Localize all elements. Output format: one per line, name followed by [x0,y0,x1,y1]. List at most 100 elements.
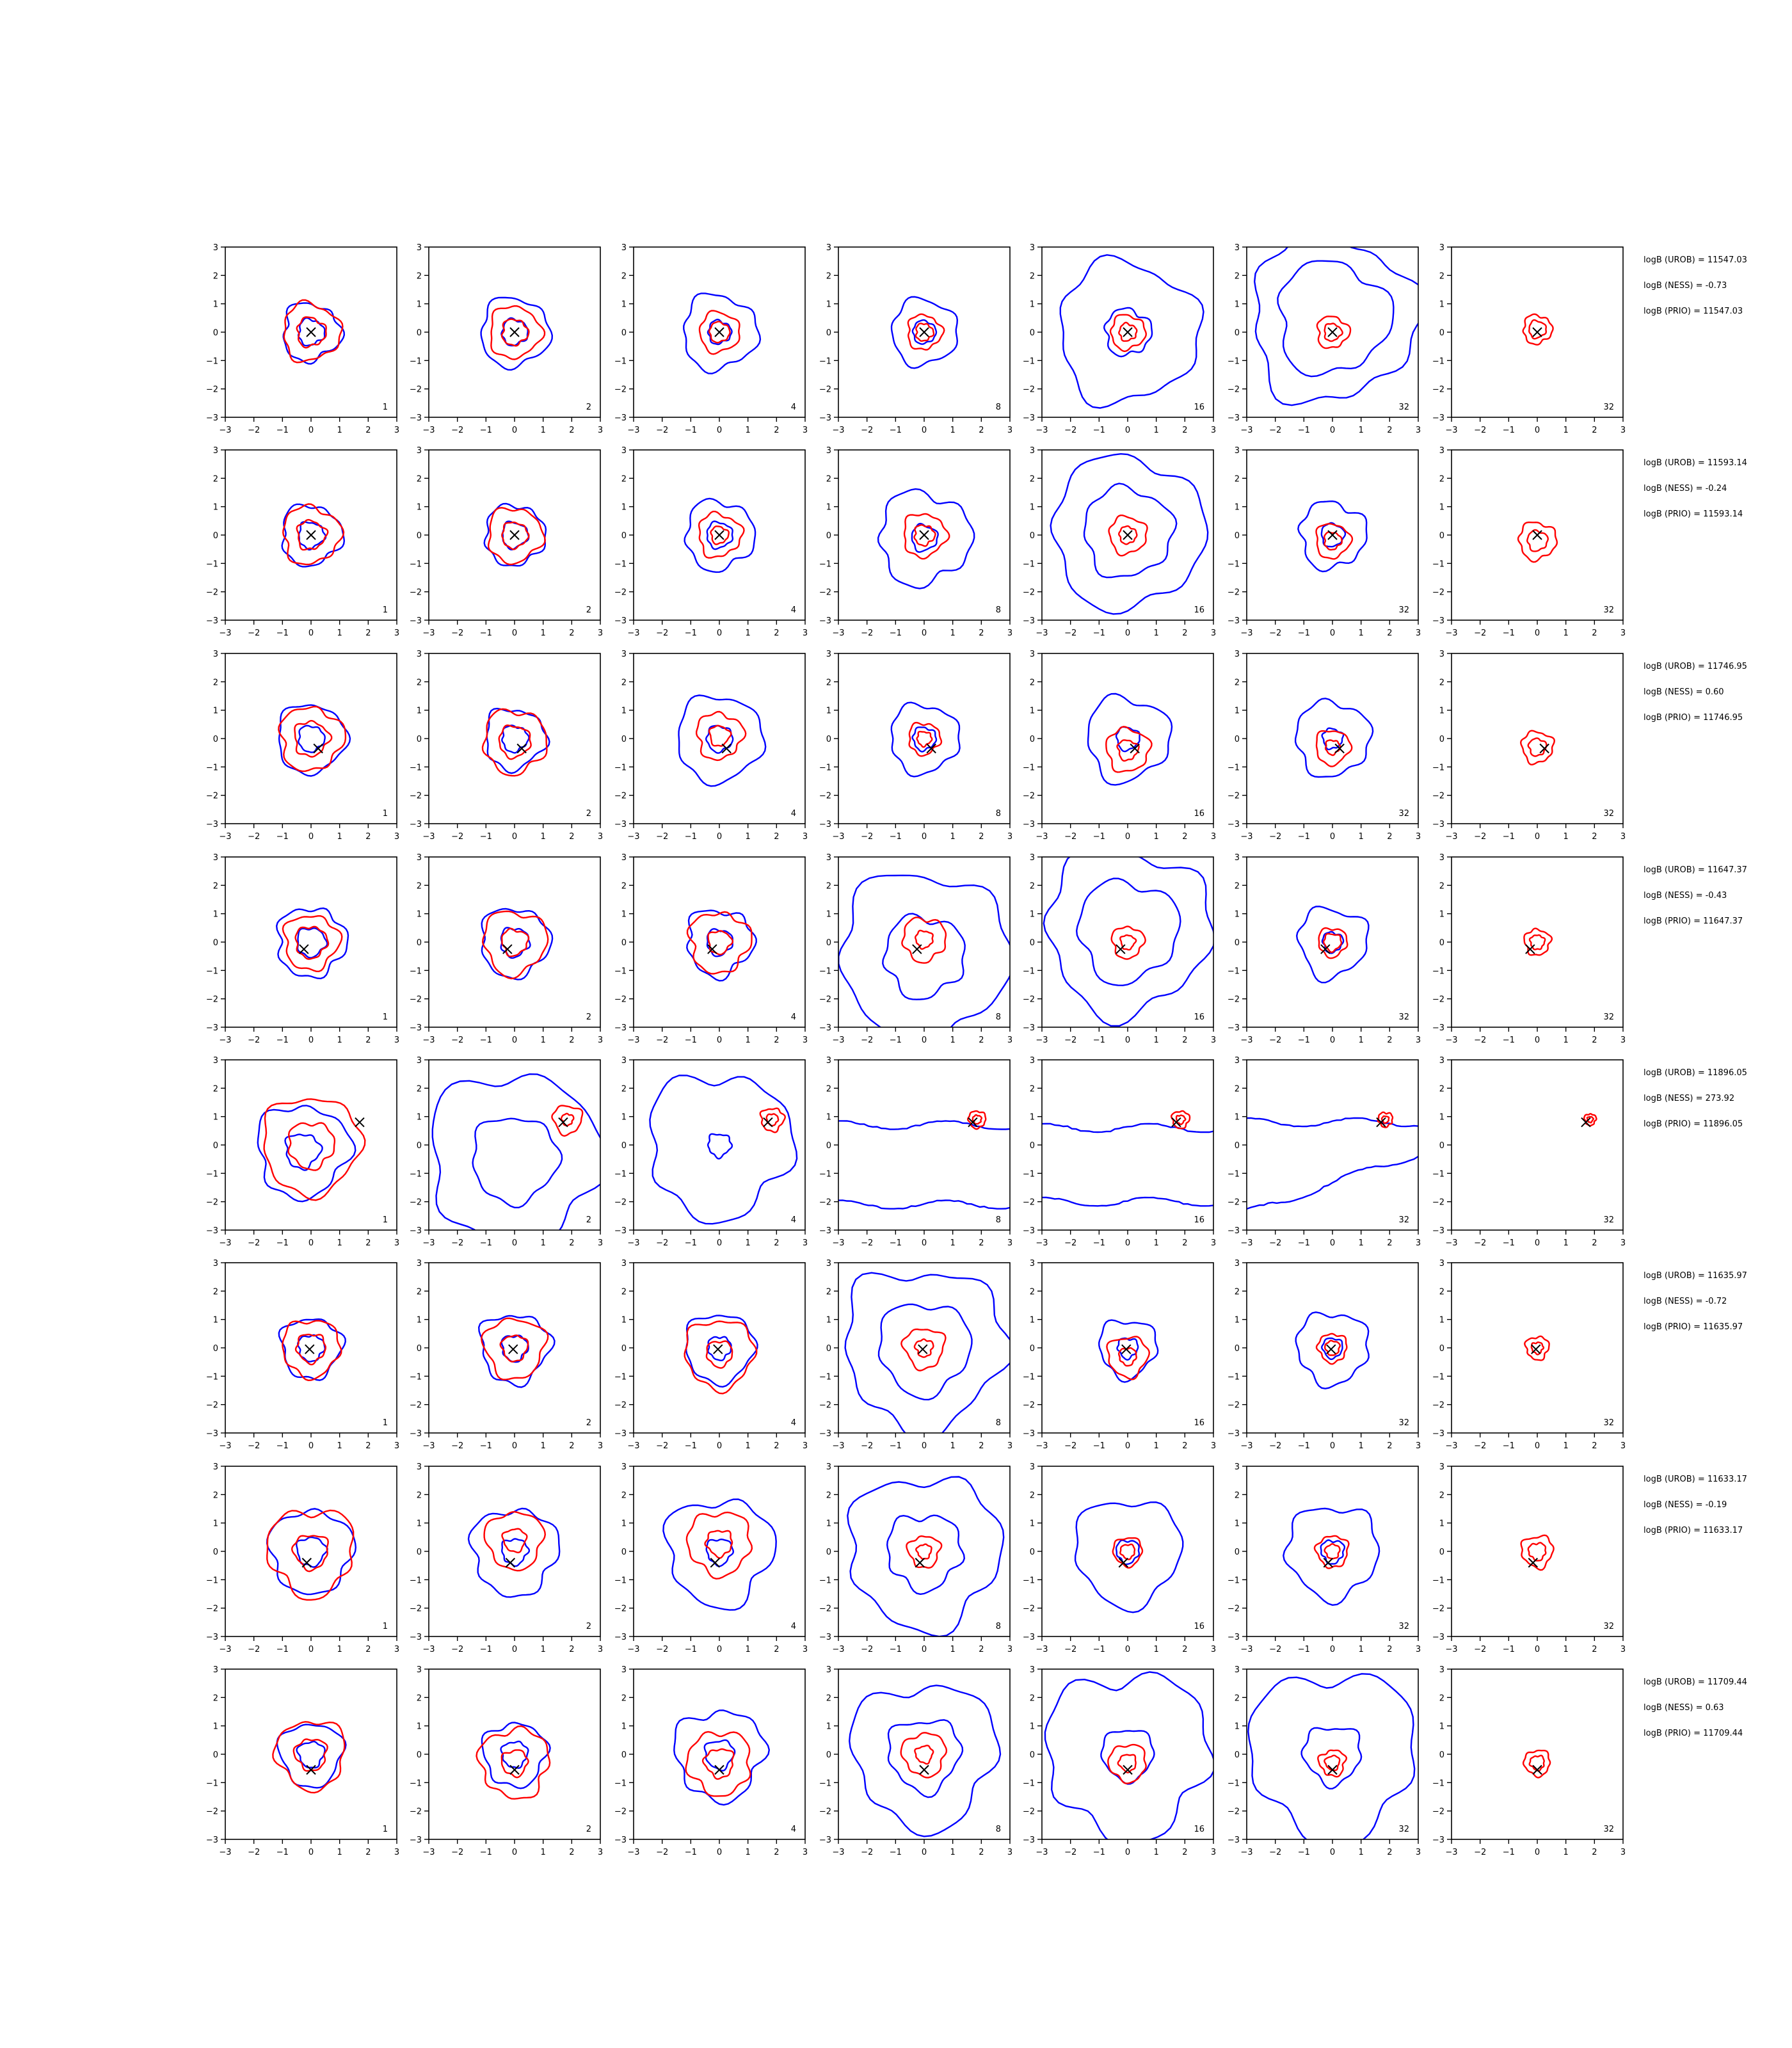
axes-frame [1041,653,1214,824]
x-tick-label: −3 [832,1441,844,1451]
y-tick-label: −2 [410,588,422,598]
y-tick-label: 3 [1235,1665,1240,1675]
x-tick-label: 3 [1620,1848,1626,1857]
x-tick-label: −3 [1445,1848,1457,1857]
y-tick-label: 1 [621,707,627,716]
x-tick-label: 3 [598,426,603,435]
x-tick-label: 2 [1592,1036,1597,1045]
y-tick-label: 1 [826,1316,831,1325]
x-tick-label: 0 [1535,628,1540,638]
y-tick-label: 2 [417,1287,422,1297]
panel-label: 4 [791,1825,796,1834]
blue-contour [1074,1501,1184,1613]
red-contour [498,724,532,760]
y-tick-label: 1 [1030,1519,1035,1529]
red-contour [1119,1543,1136,1560]
x-tick-label: −1 [890,1645,902,1654]
red-contour [1528,319,1548,340]
x-tick-label: −1 [480,832,492,842]
panel-r2-c6: −3−3 −2 −2 −1 −1 0 0 1 1 2 2 3 3 32 [1228,446,1421,638]
logb-annotation: logB (UROB) = 11635.97 [1644,1271,1747,1281]
red-contour [1324,1543,1341,1560]
x-tick-label: 1 [541,1645,546,1654]
x-tick-label: −1 [1093,1645,1105,1654]
y-tick-label: 0 [621,328,627,338]
y-tick-label: 1 [1030,707,1035,716]
axes-frame [225,653,397,824]
y-tick-label: 2 [826,1491,831,1500]
panel-r2-c3: −3−3 −2 −2 −1 −1 0 0 1 1 2 2 3 3 4 [614,446,808,638]
panel-r5-c7: −3−3 −2 −2 −1 −1 0 0 1 1 2 2 3 3 32 [1432,1056,1626,1248]
blue-contour [706,520,734,550]
x-tick-label: 1 [1359,1441,1364,1451]
y-tick-label: 1 [1439,1316,1444,1325]
red-contour [1313,1535,1350,1569]
y-tick-label: −3 [1023,1633,1035,1642]
x-tick-label: −2 [1269,1238,1281,1248]
panel-label: 16 [1194,1418,1204,1428]
y-tick-label: −2 [410,995,422,1005]
y-tick-label: −3 [1228,1023,1240,1033]
x-tick-label: −2 [451,1036,463,1045]
y-tick-label: −3 [206,1429,218,1439]
red-contour [1105,726,1153,773]
x-tick-label: 2 [979,1848,984,1857]
blue-contour [1044,1671,1213,1839]
red-contour [481,910,549,980]
x-tick-label: 1 [1564,1848,1569,1857]
y-tick-label: 1 [1235,503,1240,513]
true-location-marker [299,944,309,954]
y-tick-label: 3 [213,1259,218,1268]
x-tick-label: 3 [598,1238,603,1248]
red-contour [906,1535,943,1569]
y-tick-label: −1 [1228,966,1240,976]
y-tick-label: −2 [1023,1401,1035,1411]
y-tick-label: 2 [1439,271,1444,281]
blue-contour [1297,500,1368,573]
blue-contour [1098,1319,1159,1383]
panel-label: 16 [1194,1825,1204,1834]
y-tick-label: 0 [213,1548,218,1557]
x-tick-label: −3 [832,1645,844,1654]
red-contour [266,1509,355,1601]
x-tick-label: −3 [219,1848,231,1857]
y-tick-label: −1 [1432,559,1444,569]
x-tick-label: −1 [1503,1036,1515,1045]
y-tick-label: −3 [614,1429,627,1439]
y-tick-label: 2 [621,1693,627,1703]
y-tick-label: 1 [213,1113,218,1123]
x-tick-label: 3 [1007,832,1012,842]
blue-contour [480,296,554,371]
y-tick-label: −1 [1228,1779,1240,1788]
axes-frame [1451,856,1624,1028]
x-tick-label: 3 [1211,1036,1216,1045]
x-tick-label: 0 [308,1036,314,1045]
y-tick-label: −1 [1432,356,1444,366]
true-location-marker [915,1558,925,1568]
x-tick-label: −2 [451,832,463,842]
y-tick-label: 2 [621,881,627,891]
red-contour [481,708,548,777]
x-tick-label: −3 [832,628,844,638]
true-location-marker [1539,743,1549,754]
y-tick-label: 1 [417,1722,422,1732]
x-tick-label: 0 [512,628,517,638]
y-tick-label: 1 [417,1113,422,1123]
y-tick-label: 3 [1030,853,1035,863]
panel-r6-c3: −3−3 −2 −2 −1 −1 0 0 1 1 2 2 3 3 4 [614,1259,808,1451]
x-tick-label: −1 [1503,628,1515,638]
logb-annotation: logB (UROB) = 11593.14 [1644,458,1747,468]
x-tick-label: 1 [337,832,342,842]
x-tick-label: 2 [774,1036,779,1045]
y-tick-label: 1 [1235,1722,1240,1732]
y-tick-label: 0 [1030,531,1035,541]
y-tick-label: −2 [206,1198,218,1208]
y-tick-label: −3 [206,1023,218,1033]
axes-frame [838,856,1011,1028]
y-tick-label: 3 [417,1056,422,1066]
x-tick-label: −2 [1269,1645,1281,1654]
red-contour [684,1320,758,1395]
y-tick-label: −1 [819,1169,831,1179]
x-tick-label: 0 [717,426,722,435]
true-location-marker [1171,1117,1181,1128]
